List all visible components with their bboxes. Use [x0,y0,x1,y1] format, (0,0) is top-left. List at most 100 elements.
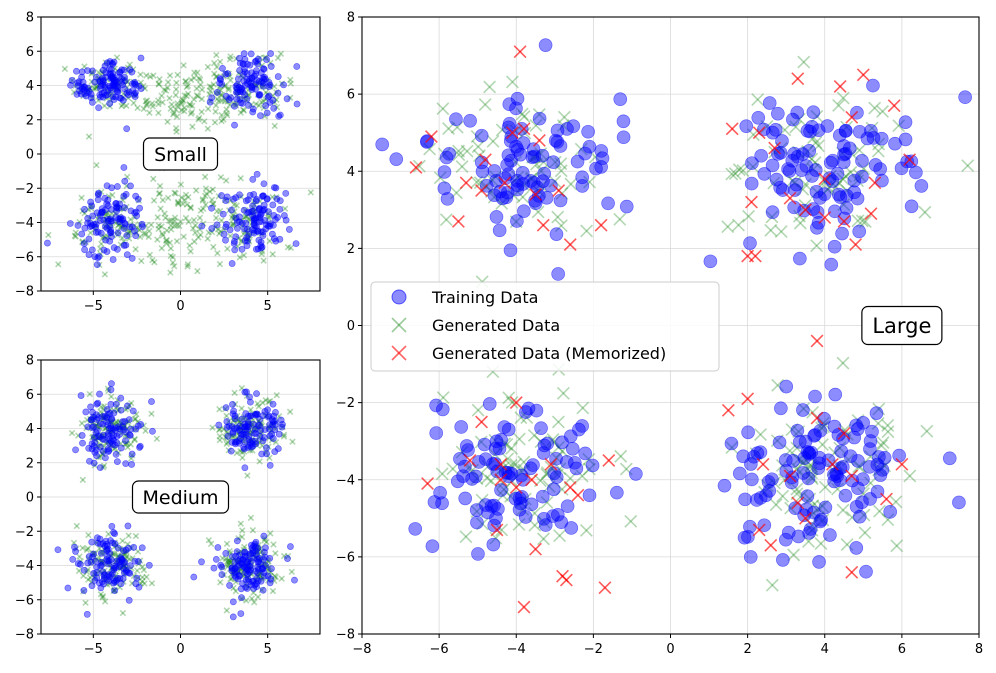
generated-point [793,216,807,230]
generated-point [181,196,188,204]
generated-point [180,62,187,69]
large-title-badge: Large [861,305,943,346]
training-point [247,50,255,58]
memorized-point [845,110,859,124]
generated-point [155,225,162,233]
memorized-point [745,195,758,209]
generated-point [259,442,266,450]
training-point [249,212,256,220]
training-point [110,409,118,417]
training-point [619,199,634,214]
training-point [838,146,853,161]
generated-point [527,429,541,442]
generated-point [207,87,214,95]
training-point [270,235,278,243]
generated-point [206,91,213,98]
generated-point [182,191,190,199]
generated-point [189,123,196,130]
training-point [810,220,824,235]
generated-point [122,550,129,557]
training-point [117,554,125,561]
generated-point [164,194,172,202]
generated-point [139,563,146,571]
training-point [528,196,543,210]
generated-point [238,405,245,412]
training-point [44,239,51,247]
generated-point [287,244,295,252]
training-point [71,543,78,551]
generated-point [187,248,194,255]
generated-point [223,440,230,448]
training-point [772,435,787,450]
generated-point [91,462,99,469]
training-point [220,230,228,238]
training-point [739,119,754,134]
training-point [958,90,972,104]
memorized-point [490,523,504,537]
training-point [249,420,257,428]
generated-point [181,92,188,99]
generated-point [225,207,233,214]
generated-point [220,571,228,579]
training-point [128,461,136,468]
generated-point [186,101,193,108]
y-tick-label: −8 [15,628,34,643]
generated-point [132,415,139,422]
training-point [823,155,838,170]
training-point [489,210,504,224]
training-point [104,560,112,568]
generated-point [204,125,212,132]
memorized-point [752,523,766,537]
training-point [99,66,107,74]
training-point [291,576,298,584]
training-point [863,492,877,506]
generated-point [86,215,93,222]
generated-point [804,470,818,484]
generated-point [284,552,292,560]
generated-point [186,102,194,109]
memorized-point [903,153,917,167]
training-point [548,133,563,148]
training-point [759,488,773,503]
training-point [99,420,107,428]
generated-point [811,139,825,153]
training-point [110,244,118,252]
generated-point [137,71,144,78]
generated-point [509,457,523,471]
generated-point [805,152,819,166]
generated-point [238,238,246,246]
generated-point [533,185,546,199]
training-point [229,613,237,621]
training-point [113,576,121,584]
training-point [717,478,732,493]
generated-point [213,73,221,80]
memorized-point [517,122,531,136]
generated-point [436,102,450,116]
training-point [781,162,795,176]
training-point [88,98,96,106]
y-tick-label: −8 [15,285,34,300]
training-point [523,461,538,476]
training-point [851,422,865,436]
generated-point [194,69,201,76]
training-point [235,572,243,579]
training-point [745,472,759,487]
training-point [260,180,268,188]
generated-point [130,572,138,580]
generated-point [80,572,87,580]
generated-point [138,257,145,265]
generated-point [116,545,124,553]
generated-point [155,222,163,229]
training-point [474,128,489,143]
x-tick-label: −4 [507,642,526,657]
generated-point [778,473,792,487]
training-point [788,183,802,197]
generated-point [920,424,934,438]
training-point [477,437,492,452]
memorized-point [783,191,797,205]
training-point [276,205,284,213]
training-point [864,124,878,138]
training-point [283,95,291,103]
training-point [90,434,98,441]
generated-point [123,440,131,447]
